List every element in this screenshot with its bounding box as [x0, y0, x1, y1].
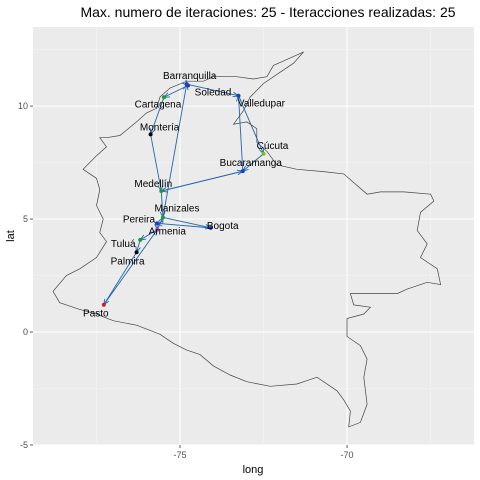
y-tick-label: -5	[20, 440, 28, 450]
y-tick-label: 5	[23, 214, 28, 224]
city-point	[186, 83, 191, 88]
city-point	[159, 189, 164, 194]
city-point	[148, 132, 153, 137]
route-segment	[103, 252, 137, 305]
x-axis-title: long	[243, 464, 264, 476]
city-point	[261, 151, 266, 156]
city-point	[155, 227, 160, 232]
city-label: Pasto	[83, 309, 109, 320]
city-points	[101, 82, 266, 307]
city-label: Manizales	[154, 203, 199, 214]
city-point	[236, 93, 241, 98]
plot-panel	[33, 27, 474, 445]
city-label: Soledad	[195, 88, 232, 99]
x-axis-ticks: -75 -70	[173, 445, 354, 460]
route-segment	[162, 84, 188, 218]
route-segment	[150, 134, 162, 192]
city-label: Palmira	[111, 256, 145, 267]
route-segment	[162, 217, 211, 229]
y-axis-ticks: -5 0 5 10	[18, 101, 33, 450]
x-tick-label: -70	[341, 450, 354, 460]
route-segment	[161, 170, 243, 192]
route-segment	[160, 191, 164, 218]
city-label: Cartagena	[135, 99, 182, 110]
x-tick-label: -75	[173, 450, 186, 460]
route-arrows	[103, 79, 264, 306]
city-point	[134, 250, 139, 255]
chart-title: Max. numero de iteraciones: 25 - Iteracc…	[80, 4, 455, 20]
city-point	[240, 169, 245, 174]
route-segment	[238, 95, 244, 172]
y-tick-label: 10	[18, 101, 28, 111]
city-label: Bucaramanga	[220, 158, 283, 169]
route-segment	[186, 83, 239, 97]
city-point	[138, 237, 143, 242]
route-segment	[103, 229, 158, 305]
city-label: Montería	[140, 122, 180, 133]
city-labels: Barranquilla Soledad Cartagena Valledupar Mo…	[83, 71, 289, 320]
city-point	[101, 302, 106, 307]
route-segment	[150, 97, 165, 135]
city-label: Tuluá	[111, 239, 136, 250]
route-segment	[238, 95, 264, 154]
colombia-outline	[52, 51, 442, 428]
city-label: Armenia	[149, 227, 187, 238]
city-label: Valledupar	[238, 99, 286, 110]
city-point	[208, 225, 213, 230]
route-segment	[136, 239, 141, 253]
city-point	[160, 215, 165, 220]
city-label: Barranquilla	[163, 71, 217, 82]
major-gridlines	[33, 27, 474, 446]
city-label: Bogota	[207, 221, 239, 232]
city-label: Medellín	[134, 179, 172, 190]
route-segment	[242, 153, 264, 172]
route-segment	[156, 217, 164, 230]
city-point	[154, 221, 159, 226]
city-label: Cúcuta	[257, 141, 289, 152]
city-label: Pereira	[123, 214, 156, 225]
city-point	[161, 95, 166, 100]
y-tick-label: 0	[23, 327, 28, 337]
y-axis-title: lat	[5, 230, 17, 242]
route-segment	[156, 222, 211, 229]
